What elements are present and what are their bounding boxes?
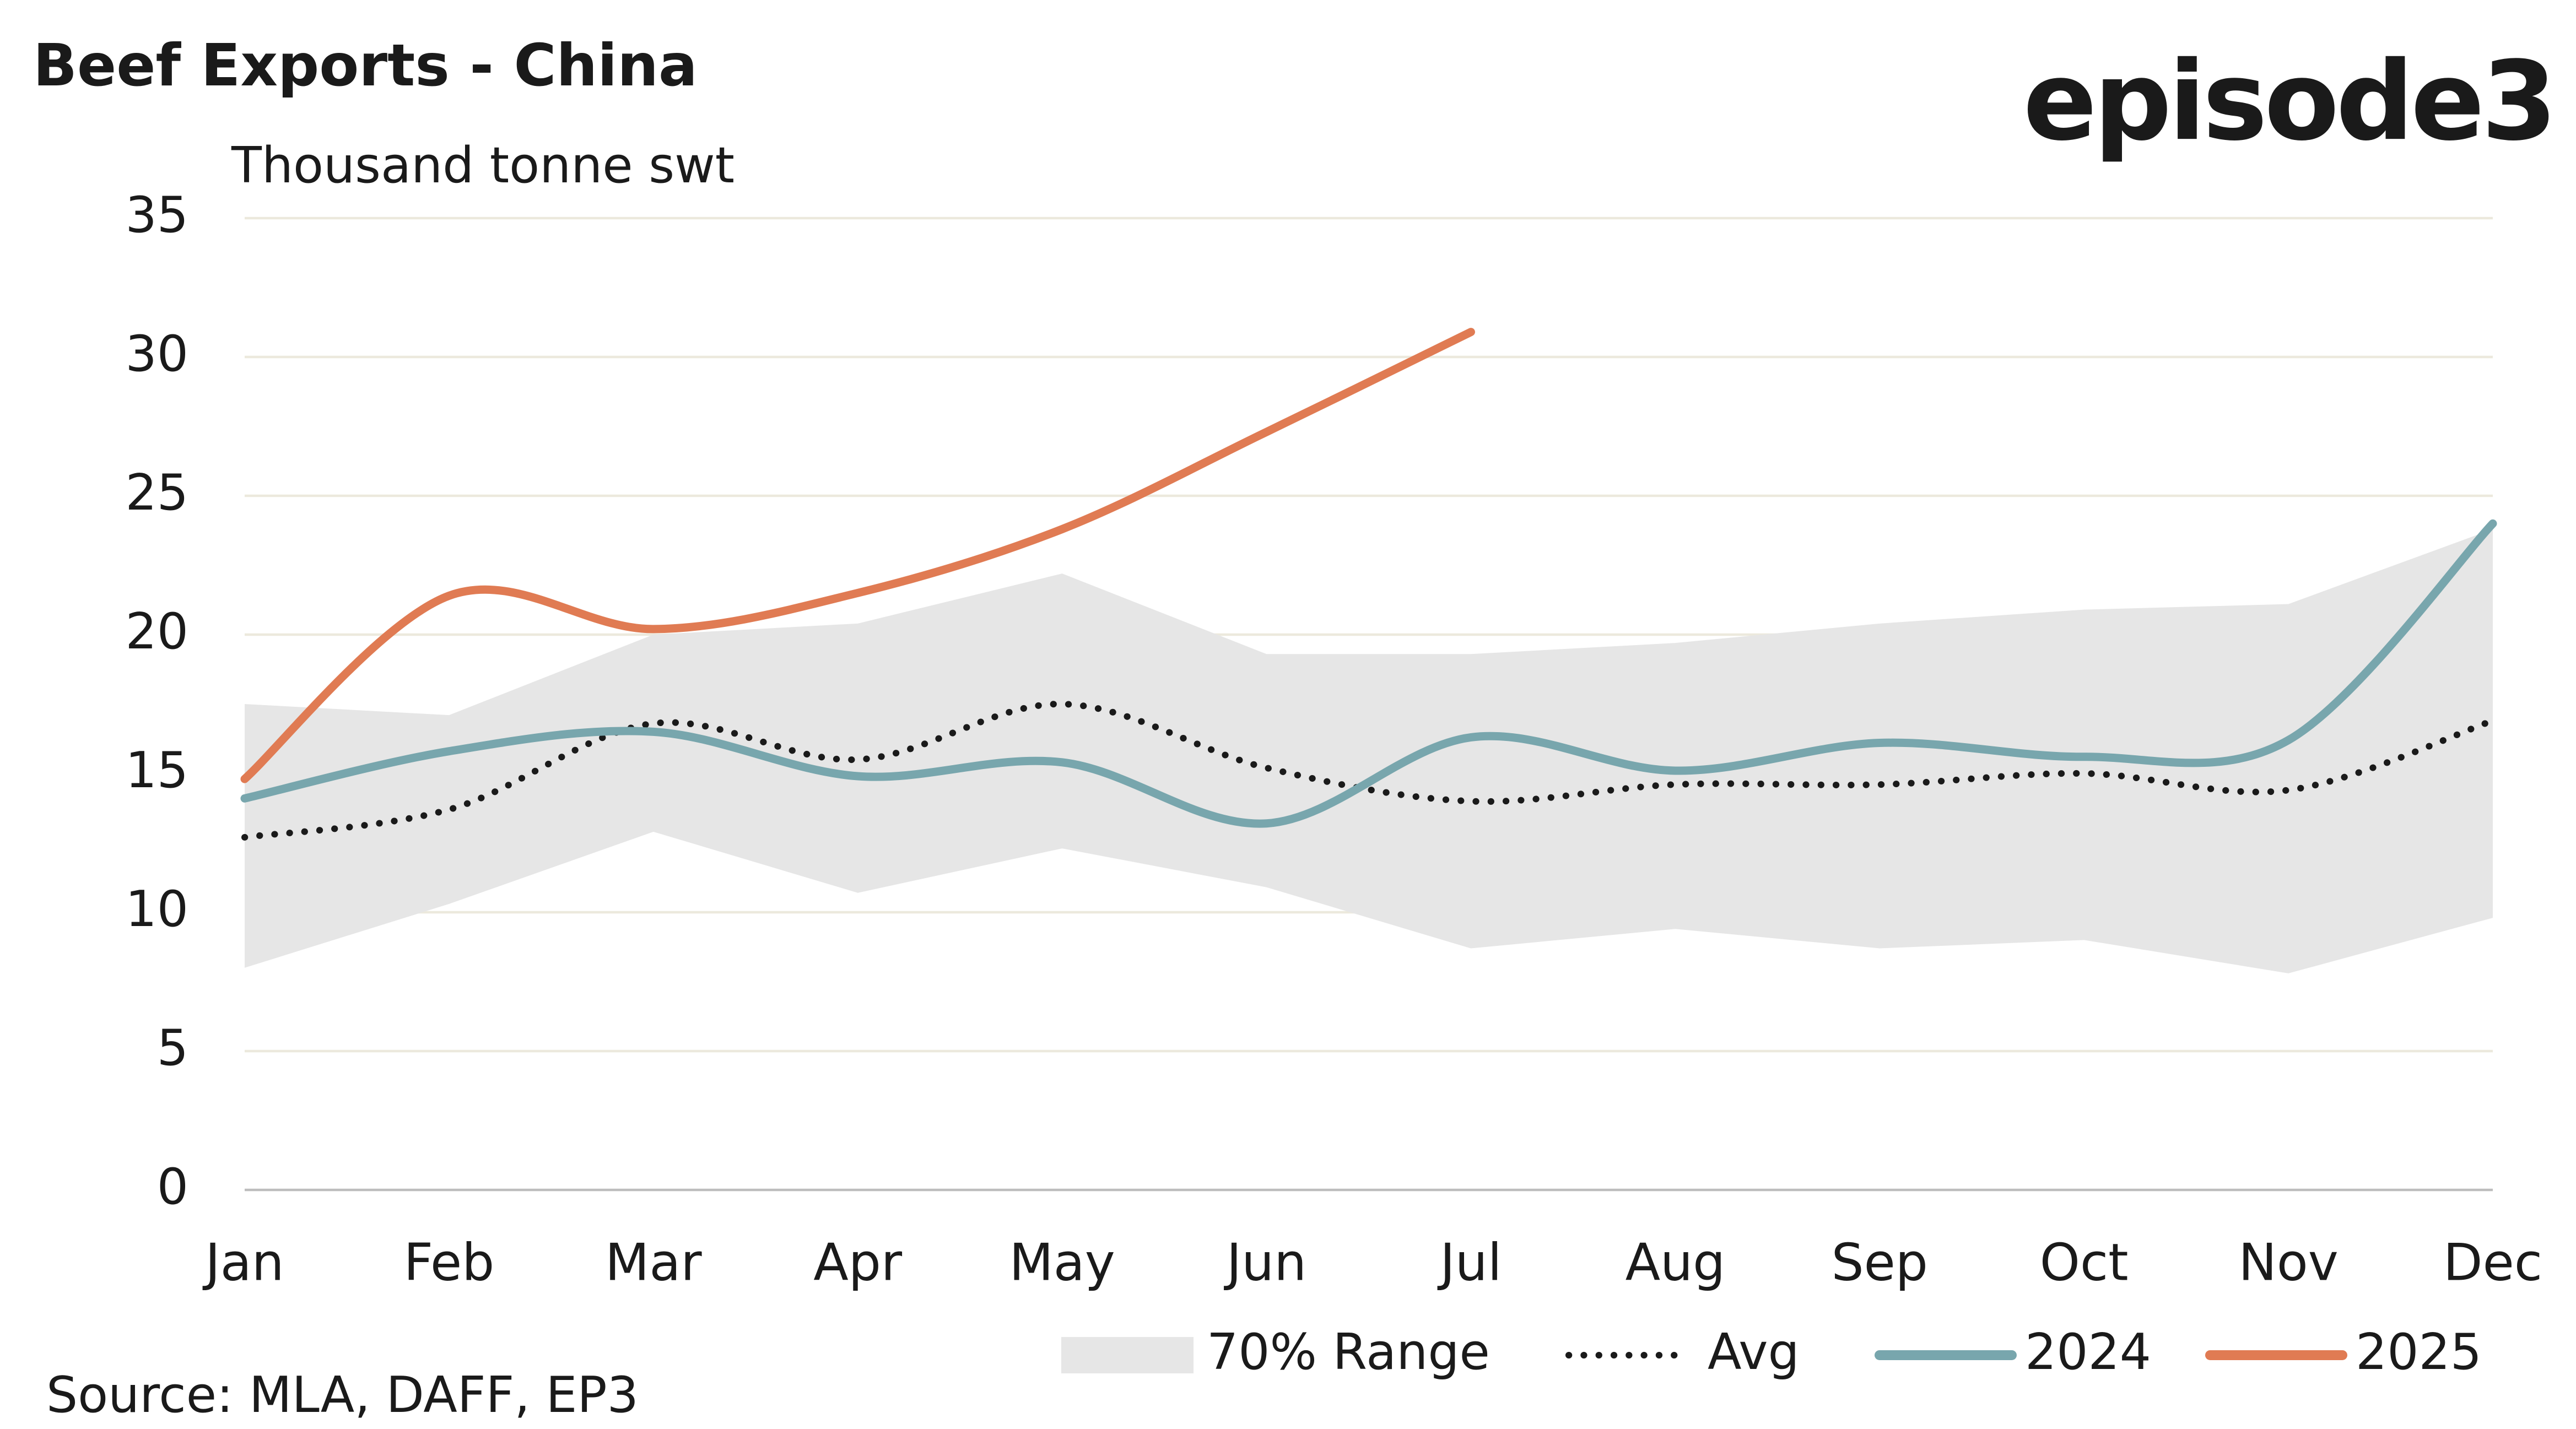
y-tick-label: 15 (125, 741, 188, 799)
x-tick-label: Oct (2040, 1232, 2129, 1292)
legend-label: Avg (1708, 1323, 1800, 1381)
x-tick-label: Apr (813, 1232, 903, 1292)
y-tick-label: 25 (125, 464, 188, 522)
chart-title: Beef Exports - China (33, 32, 698, 99)
x-tick-label: Jul (1437, 1232, 1502, 1292)
x-tick-label: Nov (2238, 1232, 2338, 1292)
x-tick-label: Jun (1224, 1232, 1306, 1292)
legend-swatch (1061, 1336, 1194, 1373)
y-tick-label: 35 (125, 186, 188, 244)
y-tick-label: 5 (157, 1019, 188, 1077)
x-tick-label: Feb (404, 1232, 495, 1292)
x-tick-label: Jan (202, 1232, 284, 1292)
logo: episode3 (2023, 37, 2554, 165)
source: Source: MLA, DAFF, EP3 (46, 1366, 639, 1424)
legend-label: 2025 (2356, 1323, 2482, 1381)
x-tick-label: Dec (2443, 1232, 2542, 1292)
y-tick-label: 20 (125, 603, 188, 661)
series-line (240, 519, 2497, 828)
legend-label: 2024 (2025, 1323, 2151, 1381)
x-tick-label: Mar (605, 1232, 702, 1292)
x-tick-label: May (1009, 1232, 1115, 1292)
y-tick-label: 0 (157, 1158, 188, 1216)
series-line (240, 328, 1475, 783)
x-tick-label: Sep (1832, 1232, 1928, 1292)
y-tick-label: 10 (125, 880, 188, 938)
y-axis-label: Thousand tonne swt (231, 137, 735, 194)
y-tick-label: 30 (125, 325, 188, 383)
range-area (245, 529, 2493, 973)
x-tick-label: Aug (1625, 1232, 1726, 1292)
legend-label: 70% Range (1207, 1323, 1490, 1381)
